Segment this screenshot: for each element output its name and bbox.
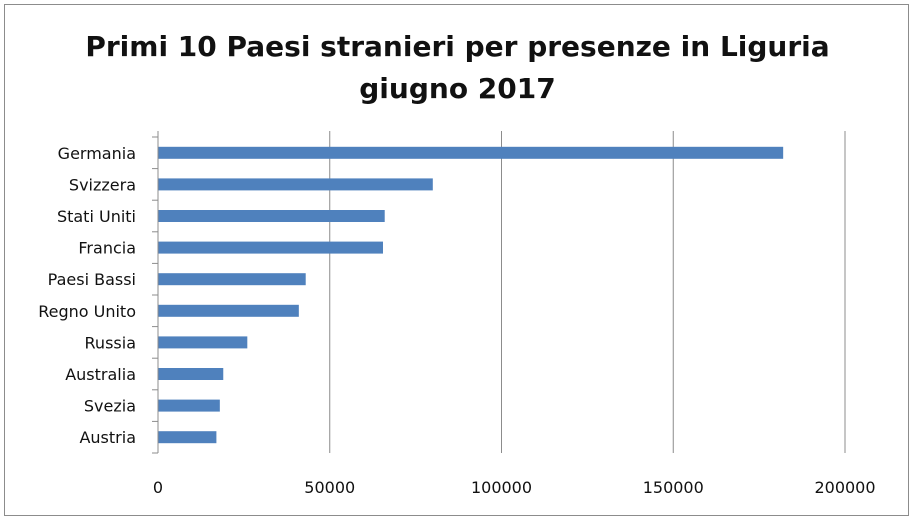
gridlines (329, 131, 846, 453)
bar-regno-unito (158, 304, 299, 317)
x-tick-label: 150000 (643, 478, 704, 497)
category-label: Australia (65, 365, 136, 384)
category-label: Svezia (84, 397, 136, 416)
bar-russia (158, 336, 248, 349)
category-labels: Germania Svizzera Stati Uniti Francia Paesi … (38, 144, 136, 447)
category-label: Russia (85, 333, 136, 352)
category-label: Stati Uniti (57, 207, 136, 226)
category-label: Germania (58, 144, 136, 163)
bar-australia (158, 368, 224, 380)
x-tick-labels: 0 50000 100000 150000 200000 (153, 478, 876, 497)
x-tick-label: 0 (153, 478, 163, 497)
chart-title-line1: Primi 10 Paesi stranieri per presenze in… (85, 30, 830, 63)
bar-francia (158, 241, 383, 254)
bar-paesi-bassi (158, 273, 306, 286)
x-tick-label: 200000 (814, 478, 875, 497)
axes (152, 131, 159, 454)
bar-svizzera (158, 178, 433, 191)
bars (158, 146, 784, 444)
category-label: Paesi Bassi (48, 270, 136, 289)
category-label: Regno Unito (38, 302, 136, 321)
x-tick-label: 50000 (304, 478, 355, 497)
bar-germania (158, 146, 784, 159)
bar-svezia (158, 399, 220, 412)
x-tick-label: 100000 (471, 478, 532, 497)
chart-subtitle: giugno 2017 (359, 72, 556, 105)
bar-austria (158, 431, 217, 444)
category-label: Austria (79, 428, 136, 447)
category-label: Francia (78, 239, 136, 258)
category-label: Svizzera (69, 175, 136, 194)
chart-title: Primi 10 Paesi stranieri per presenze in… (0, 26, 915, 110)
bar-stati-uniti (158, 210, 385, 222)
chart-frame (4, 4, 909, 516)
